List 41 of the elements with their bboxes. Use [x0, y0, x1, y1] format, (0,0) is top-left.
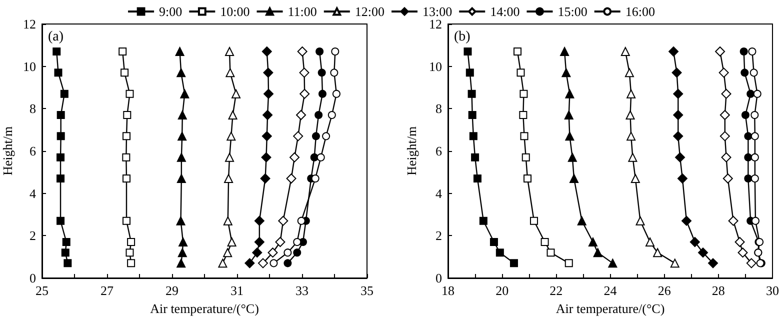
x-axis-title: Air temperature/(°C)	[556, 301, 665, 316]
y-tick-label: 4	[30, 186, 36, 201]
x-tick-label: 33	[296, 283, 308, 298]
x-tick-label: 35	[360, 283, 374, 298]
y-tick-label: 2	[436, 228, 442, 244]
y-axis-title: Height/m	[404, 126, 420, 176]
y-tick-label: 2	[30, 228, 36, 244]
y-tick-label: 0	[436, 270, 442, 286]
x-tick-label: 30	[766, 283, 779, 298]
x-axis-title: Air temperature/(°C)	[150, 301, 259, 316]
y-tick-label: 12	[429, 16, 442, 32]
x-tick-label: 28	[712, 283, 725, 298]
y-axis-title: Height/m	[0, 126, 15, 176]
legend-label: 13:00	[422, 4, 452, 19]
legend-label: 10:00	[220, 4, 250, 19]
y-tick-label: 12	[23, 16, 36, 32]
legend-label: 11:00	[288, 4, 317, 19]
y-tick-label: 6	[30, 144, 36, 158]
legend-label: 12:00	[354, 4, 385, 19]
legend-label: 9:00	[159, 4, 182, 19]
y-tick-label: 10	[429, 58, 442, 74]
y-tick-label: 8	[30, 101, 36, 116]
legend-label: 16:00	[625, 4, 655, 19]
y-tick-label: 8	[436, 101, 442, 116]
y-tick-label: 4	[436, 186, 442, 201]
y-tick-label: 6	[436, 144, 442, 158]
x-tick-label: 20	[496, 283, 509, 298]
y-tick-label: 10	[23, 58, 36, 74]
x-tick-label: 18	[442, 283, 454, 298]
x-tick-label: 24	[604, 283, 618, 298]
annotation: (a)	[48, 30, 64, 44]
x-tick-label: 25	[36, 283, 48, 298]
x-tick-label: 26	[658, 283, 672, 298]
x-tick-label: 22	[550, 283, 563, 298]
x-tick-label: 29	[166, 283, 178, 298]
x-tick-label: 31	[230, 283, 244, 298]
legend-label: 15:00	[558, 4, 588, 19]
x-tick-label: 27	[100, 283, 114, 298]
legend-label: 14:00	[490, 4, 520, 19]
y-tick-label: 0	[30, 270, 36, 286]
annotation: (b)	[454, 30, 471, 44]
